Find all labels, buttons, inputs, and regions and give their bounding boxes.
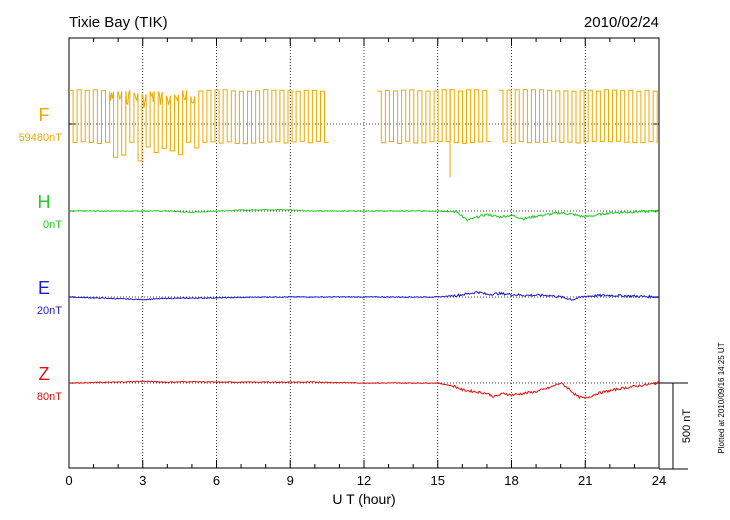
series-line-H	[68, 208, 660, 222]
scale-bar: 500 nT	[659, 382, 693, 470]
grid	[69, 38, 659, 468]
x-tick-label-0: 0	[65, 473, 72, 488]
x-tick-label-9: 9	[287, 473, 294, 488]
series-baseline-H: 0nT	[43, 219, 62, 231]
series-labels: F 59480nT H 0nT E 20nT Z 80nT	[19, 105, 63, 403]
x-tick-label-21: 21	[578, 473, 592, 488]
plotted-timestamp: Plotted at 2010/09/16 14:25 UT	[717, 342, 726, 453]
series-name-E: E	[38, 278, 50, 298]
plot-border	[68, 37, 660, 469]
series-baseline-E: 20nT	[37, 305, 62, 317]
series-baseline-Z: 80nT	[37, 391, 62, 403]
x-axis-label: U T (hour)	[332, 491, 395, 507]
plot-frame	[68, 37, 660, 469]
x-tick-label-15: 15	[431, 473, 445, 488]
series-line-F	[69, 88, 659, 162]
x-tick-label-18: 18	[504, 473, 518, 488]
x-axis-ticks: 0 3 6 9 12 15 18 21 24	[65, 38, 666, 488]
series-lines	[68, 88, 660, 400]
series-name-H: H	[38, 192, 51, 212]
chart-title: Tixie Bay (TIK)	[69, 14, 168, 31]
series-name-Z: Z	[39, 364, 50, 384]
x-tick-label-3: 3	[139, 473, 146, 488]
chart-date: 2010/02/24	[584, 14, 659, 31]
scale-bar-label: 500 nT	[681, 409, 693, 444]
x-tick-label-24: 24	[652, 473, 666, 488]
series-line-Z	[68, 380, 660, 400]
series-line-E	[68, 291, 660, 301]
series-name-F: F	[39, 105, 50, 125]
x-tick-label-12: 12	[357, 473, 371, 488]
x-tick-label-6: 6	[213, 473, 220, 488]
series-baseline-F: 59480nT	[19, 132, 63, 144]
